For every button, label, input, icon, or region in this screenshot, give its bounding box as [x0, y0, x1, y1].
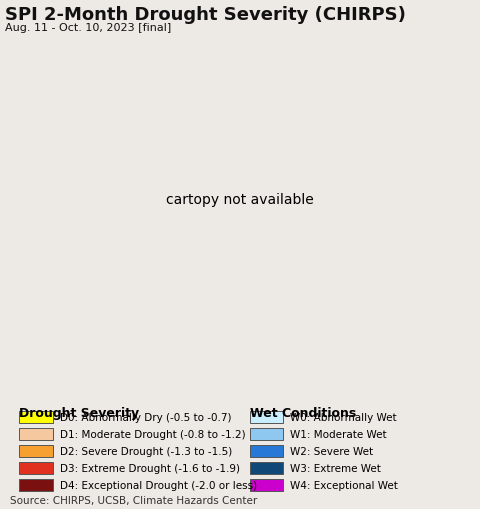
FancyBboxPatch shape — [19, 411, 53, 423]
FancyBboxPatch shape — [19, 462, 53, 474]
Text: cartopy not available: cartopy not available — [166, 193, 314, 207]
FancyBboxPatch shape — [19, 445, 53, 458]
Text: D4: Exceptional Drought (-2.0 or less): D4: Exceptional Drought (-2.0 or less) — [60, 480, 257, 490]
Text: D2: Severe Drought (-1.3 to -1.5): D2: Severe Drought (-1.3 to -1.5) — [60, 446, 232, 456]
Text: SPI 2-Month Drought Severity (CHIRPS): SPI 2-Month Drought Severity (CHIRPS) — [5, 6, 406, 24]
FancyBboxPatch shape — [250, 479, 283, 492]
FancyBboxPatch shape — [19, 479, 53, 492]
FancyBboxPatch shape — [250, 411, 283, 423]
Text: D1: Moderate Drought (-0.8 to -1.2): D1: Moderate Drought (-0.8 to -1.2) — [60, 429, 246, 439]
FancyBboxPatch shape — [19, 428, 53, 441]
FancyBboxPatch shape — [250, 445, 283, 458]
Text: D0: Abnormally Dry (-0.5 to -0.7): D0: Abnormally Dry (-0.5 to -0.7) — [60, 412, 231, 422]
Text: D3: Extreme Drought (-1.6 to -1.9): D3: Extreme Drought (-1.6 to -1.9) — [60, 463, 240, 473]
FancyBboxPatch shape — [250, 462, 283, 474]
Text: Aug. 11 - Oct. 10, 2023 [final]: Aug. 11 - Oct. 10, 2023 [final] — [5, 23, 171, 33]
Text: W0: Abnormally Wet: W0: Abnormally Wet — [290, 412, 397, 422]
Text: W1: Moderate Wet: W1: Moderate Wet — [290, 429, 387, 439]
FancyBboxPatch shape — [250, 428, 283, 441]
Text: W3: Extreme Wet: W3: Extreme Wet — [290, 463, 381, 473]
Text: Source: CHIRPS, UCSB, Climate Hazards Center: Source: CHIRPS, UCSB, Climate Hazards Ce… — [10, 495, 257, 504]
Text: Wet Conditions: Wet Conditions — [250, 406, 356, 419]
Text: W4: Exceptional Wet: W4: Exceptional Wet — [290, 480, 398, 490]
Text: W2: Severe Wet: W2: Severe Wet — [290, 446, 373, 456]
Text: Drought Severity: Drought Severity — [19, 406, 139, 419]
